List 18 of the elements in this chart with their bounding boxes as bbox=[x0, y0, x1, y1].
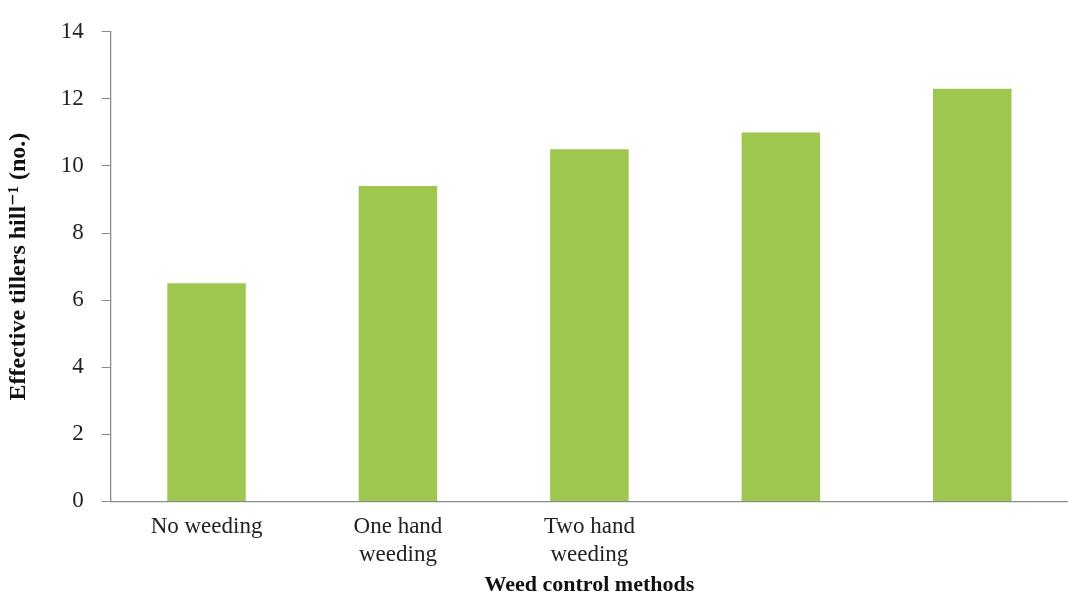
y-axis-title: Effective tillers hill⁻¹ (no.) bbox=[3, 132, 30, 401]
y-tick-label: 14 bbox=[60, 17, 85, 43]
bar bbox=[358, 186, 438, 501]
x-tick-label: One hand weeding bbox=[353, 513, 443, 566]
bar bbox=[550, 149, 629, 501]
bar bbox=[167, 283, 246, 501]
bar bbox=[741, 132, 821, 501]
bar bbox=[933, 88, 1012, 501]
y-tick-label: 4 bbox=[72, 353, 85, 379]
x-axis-title: Weed control methods bbox=[484, 571, 695, 597]
y-tick-label: 0 bbox=[72, 487, 84, 513]
y-tick-label: 10 bbox=[60, 152, 84, 178]
x-tick-label: No weeding bbox=[150, 513, 263, 539]
x-tick-label: Two hand weeding bbox=[543, 513, 636, 566]
y-tick-label: 12 bbox=[60, 84, 84, 110]
y-tick-label: 8 bbox=[72, 219, 84, 245]
y-tick-label: 2 bbox=[72, 420, 84, 446]
y-tick-label: 6 bbox=[72, 286, 84, 312]
